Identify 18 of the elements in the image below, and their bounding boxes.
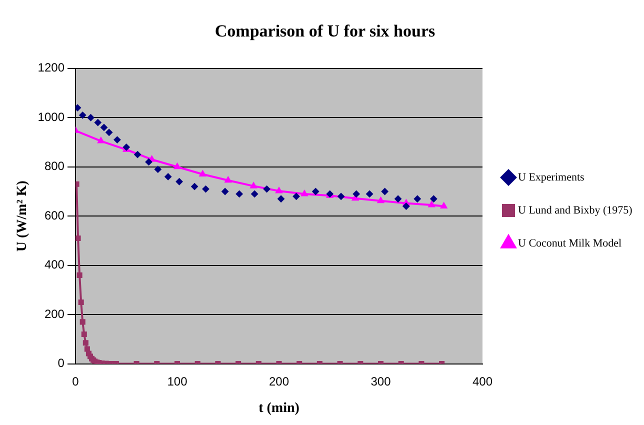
y-tick-label: 800 bbox=[44, 159, 65, 174]
x-tick-label: 300 bbox=[370, 374, 392, 388]
chart-title: Comparison of U for six hours bbox=[214, 22, 436, 41]
y-tick-label: 1000 bbox=[38, 110, 65, 124]
x-tick-label: 100 bbox=[167, 374, 188, 388]
legend-label: U Coconut Milk Model bbox=[518, 237, 622, 250]
y-tick-label: 600 bbox=[44, 208, 65, 222]
x-tick-label: 0 bbox=[72, 374, 80, 388]
y-tick-label: 1200 bbox=[38, 60, 65, 75]
y-tick-label: 200 bbox=[44, 306, 65, 321]
y-tick-label: 400 bbox=[44, 258, 65, 272]
y-axis-title: U (W/m² K) bbox=[15, 180, 30, 252]
legend-label: U Lund and Bixby (1975) bbox=[518, 204, 633, 216]
x-tick-label: 200 bbox=[268, 374, 290, 388]
legend-label: U Experiments bbox=[518, 171, 584, 184]
y-tick-label: 0 bbox=[58, 356, 65, 370]
x-axis-title: t (min) bbox=[258, 401, 300, 416]
x-tick-label: 400 bbox=[472, 374, 493, 388]
